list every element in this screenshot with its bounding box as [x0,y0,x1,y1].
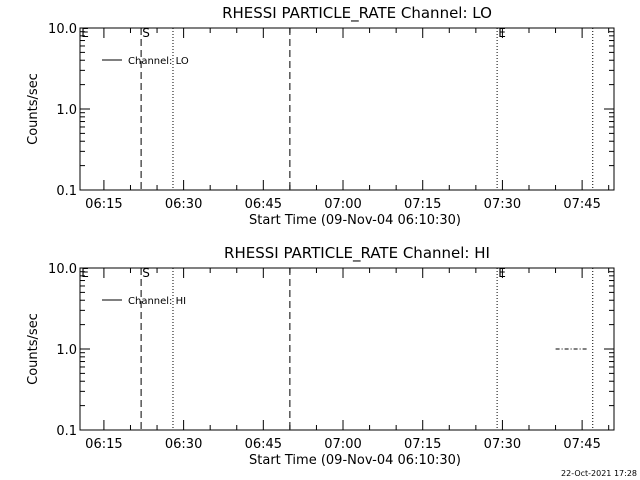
event-marker-label: S [142,26,150,40]
plot-frame [79,267,615,431]
chart-title: RHESSI PARTICLE_RATE Channel: LO [222,4,492,23]
plot-frame [79,27,615,191]
event-marker-label: E [498,266,506,280]
y-tick-label: 1.0 [56,103,77,118]
x-tick-label: 06:45 [245,437,282,452]
y-tick-label: 0.1 [56,184,77,199]
legend-entry: Channel: HI [128,296,186,307]
event-marker-label: E [498,26,506,40]
x-axis-label: Start Time (09-Nov-04 06:10:30) [249,453,461,468]
y-axis-label: Counts/sec [26,313,41,385]
x-tick-label: 07:00 [324,437,361,452]
y-tick-label: 10.0 [48,262,77,277]
chart-title: RHESSI PARTICLE_RATE Channel: HI [224,244,490,263]
x-tick-label: 07:30 [484,197,521,212]
x-tick-label: 07:45 [563,437,600,452]
x-tick-label: 07:15 [404,437,441,452]
y-tick-label: 1.0 [56,343,77,358]
x-tick-label: 07:00 [324,197,361,212]
y-axis-label: Counts/sec [26,73,41,145]
y-tick-label: 0.1 [56,424,77,439]
x-tick-label: 07:15 [404,197,441,212]
event-marker-label: S [142,266,150,280]
x-tick-label: 06:15 [85,197,122,212]
x-tick-label: 06:45 [245,197,282,212]
event-marker-label: E [81,26,89,40]
footer-timestamp: 22-Oct-2021 17:28 [561,469,637,478]
event-marker-label: E [81,266,89,280]
x-tick-label: 06:15 [85,437,122,452]
x-axis-label: Start Time (09-Nov-04 06:10:30) [249,213,461,228]
x-tick-label: 07:30 [484,437,521,452]
legend-entry: Channel: LO [128,56,189,67]
x-tick-label: 07:45 [563,197,600,212]
x-tick-label: 06:30 [165,197,202,212]
y-tick-label: 10.0 [48,22,77,37]
x-tick-label: 06:30 [165,437,202,452]
